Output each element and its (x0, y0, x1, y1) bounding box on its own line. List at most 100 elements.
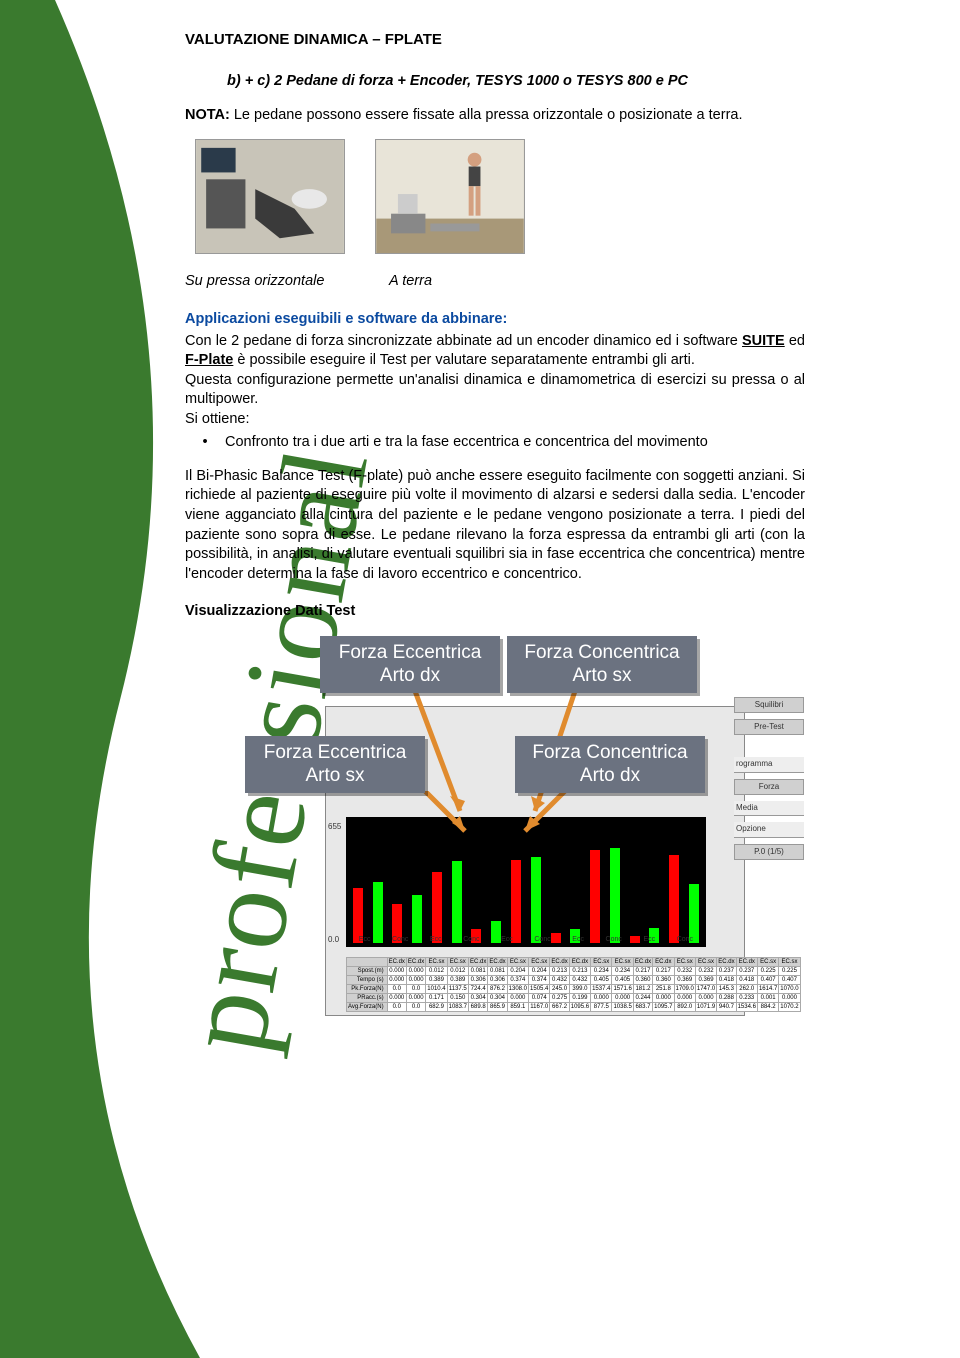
lb1-line1: Forza Eccentrica (339, 642, 482, 663)
table-cell: 0.234 (612, 966, 633, 975)
label-conc-sx: Forza Concentrica Arto sx (507, 636, 697, 694)
bar (373, 882, 383, 943)
table-cell: 0.304 (468, 994, 487, 1003)
row-label: Avg.Forza(N) (347, 1003, 388, 1012)
col-label: Ecc (643, 935, 655, 944)
table-cell: 1095.6 (569, 1003, 590, 1012)
table-cell: 0.306 (488, 976, 507, 985)
table-cell: 145.3 (717, 985, 736, 994)
bullet-dot: • (185, 433, 225, 453)
table-cell: 0.304 (488, 994, 507, 1003)
table-cell: 689.8 (468, 1003, 487, 1012)
lb4-line1: Forza Concentrica (532, 742, 687, 763)
table-cell: 0.234 (591, 966, 612, 975)
row-label: Spost.(m) (347, 966, 388, 975)
table-cell: 0.150 (447, 994, 468, 1003)
table-cell: 0.000 (779, 994, 800, 1003)
table-header: EC.sx (757, 957, 778, 966)
table-cell: 245.0 (550, 985, 569, 994)
btn-p0[interactable]: P.0 (1/5) (734, 844, 804, 860)
paragraph-3: Il Bi-Phasic Balance Test (F-plate) può … (185, 467, 805, 584)
row-label: PRacc.(s) (347, 994, 388, 1003)
table-cell: 0.432 (569, 976, 590, 985)
p1-mid: ed (785, 333, 805, 349)
col-label: Conc (392, 935, 408, 944)
paragraph-2: Questa configurazione permette un'analis… (185, 371, 805, 410)
table-cell: 399.0 (569, 985, 590, 994)
table-cell: 0.000 (387, 994, 406, 1003)
p1-post: è possibile eseguire il Test per valutar… (233, 352, 695, 368)
btn-forza[interactable]: Forza (734, 779, 804, 795)
table-header: EC.dx (569, 957, 590, 966)
bar (590, 850, 600, 943)
photo-press (195, 139, 345, 254)
table-cell: 0.360 (653, 976, 674, 985)
table-cell: 0.306 (468, 976, 487, 985)
col-label: Ecc (430, 935, 442, 944)
table-cell: 0.171 (426, 994, 447, 1003)
nota-body: Le pedane possono essere fissate alla pr… (230, 107, 743, 123)
table-cell: 0.244 (633, 994, 652, 1003)
table-cell: 0.225 (757, 966, 778, 975)
table-cell: 181.2 (633, 985, 652, 994)
table-cell: 0.0 (406, 985, 425, 994)
btn-squilibri[interactable]: Squilibri (734, 697, 804, 713)
bullet-text-1: Confronto tra i due arti e tra la fase e… (225, 433, 805, 453)
table-cell: 0.000 (507, 994, 528, 1003)
table-cell: 0.000 (406, 976, 425, 985)
table-cell: 0.405 (612, 976, 633, 985)
table-cell: 0.000 (406, 966, 425, 975)
table-cell: 1308.0 (507, 985, 528, 994)
table-cell: 251.8 (653, 985, 674, 994)
table-cell: 0.000 (612, 994, 633, 1003)
table-cell: 0.000 (653, 994, 674, 1003)
label-ecc-dx: Forza Eccentrica Arto dx (320, 636, 500, 694)
side-media: Media (734, 801, 804, 817)
col-label: Conc (463, 935, 479, 944)
photo-row (195, 139, 805, 254)
main-content: VALUTAZIONE DINAMICA – FPLATE b) + c) 2 … (185, 30, 805, 1036)
caption-2: A terra (389, 272, 432, 292)
table-header: EC.sx (612, 957, 633, 966)
applications-heading: Applicazioni eseguibili e software da ab… (185, 310, 805, 330)
table-cell: 0.418 (717, 976, 736, 985)
table-cell: 0.369 (674, 976, 695, 985)
table-cell: 0.074 (529, 994, 550, 1003)
table-cell: 0.000 (387, 976, 406, 985)
table-cell: 884.2 (757, 1003, 778, 1012)
table-cell: 1167.0 (529, 1003, 550, 1012)
table-cell: 0.374 (529, 976, 550, 985)
table-cell: 0.213 (550, 966, 569, 975)
table-cell: 0.374 (507, 976, 528, 985)
bullet-list: • Confronto tra i due arti e tra la fase… (185, 433, 805, 453)
table-header: EC.dx (550, 957, 569, 966)
col-label: Conc (677, 935, 693, 944)
table-cell: 0.432 (550, 976, 569, 985)
table-cell: 1747.0 (695, 985, 716, 994)
bar (432, 872, 442, 943)
bar (531, 857, 541, 942)
col-label: Ecc (359, 935, 371, 944)
side-programma: rogramma (734, 757, 804, 773)
table-cell: 0.204 (529, 966, 550, 975)
table-cell: 1083.7 (447, 1003, 468, 1012)
table-cell: 1614.7 (757, 985, 778, 994)
table-header: EC.sx (426, 957, 447, 966)
table-cell: 0.237 (736, 966, 757, 975)
table-cell: 940.7 (717, 1003, 736, 1012)
table-cell: 1709.0 (674, 985, 695, 994)
table-header: EC.dx (717, 957, 736, 966)
table-cell: 877.5 (591, 1003, 612, 1012)
table-cell: 0.199 (569, 994, 590, 1003)
table-cell: 0.232 (695, 966, 716, 975)
btn-pretest[interactable]: Pre-Test (734, 719, 804, 735)
bar (511, 860, 521, 943)
label-ecc-sx: Forza Eccentrica Arto sx (245, 736, 425, 794)
table-cell: 1095.7 (653, 1003, 674, 1012)
si-ottiene: Si ottiene: (185, 410, 805, 430)
bar (610, 848, 620, 943)
table-header: EC.sx (779, 957, 800, 966)
table-header: EC.dx (406, 957, 425, 966)
suite-link: SUITE (742, 333, 785, 349)
table-cell: 892.0 (674, 1003, 695, 1012)
